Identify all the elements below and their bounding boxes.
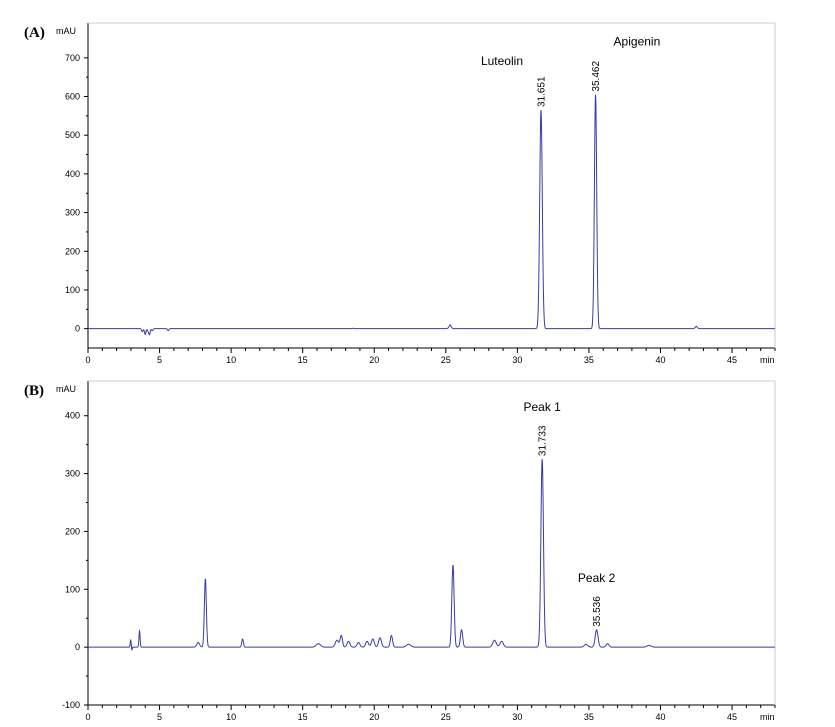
x-tick-label: 40 [655, 712, 665, 722]
x-tick-label: 20 [369, 355, 379, 365]
y-axis-unit: mAU [56, 384, 76, 394]
y-tick-label: 500 [65, 130, 80, 140]
x-tick-label: 35 [584, 712, 594, 722]
x-tick-label: 45 [727, 712, 737, 722]
y-tick-label: 300 [65, 469, 80, 479]
x-tick-label: 35 [584, 355, 594, 365]
peak-name-label: Luteolin [481, 54, 523, 68]
chromatogram-trace [88, 459, 775, 651]
x-tick-label: 40 [655, 355, 665, 365]
y-tick-label: 100 [65, 584, 80, 594]
peak-name-label: Peak 2 [578, 571, 616, 585]
y-tick-label: 400 [65, 411, 80, 421]
chromatogram-trace [88, 94, 775, 336]
x-axis-unit: min [760, 712, 775, 722]
y-tick-label: 300 [65, 208, 80, 218]
x-tick-label: 30 [512, 355, 522, 365]
chart-panel-b: (B) mAU min -100 0 100 200 300 400 0 5 10 15 20 25 30 35… [24, 380, 776, 722]
retention-time-label: 31.651 [537, 76, 548, 107]
x-tick-label: 15 [298, 712, 308, 722]
chart-panel-a: (A) mAU min 0 100 200 300 400 500 600 700 0 5 10 15 20 2… [24, 22, 776, 365]
panel-label: (B) [24, 383, 44, 399]
y-tick-label: 0 [75, 642, 80, 652]
peak-name-label: Peak 1 [523, 400, 561, 414]
x-tick-label: 25 [441, 355, 451, 365]
x-tick-label: 0 [85, 712, 90, 722]
x-tick-label: 5 [157, 355, 162, 365]
retention-time-label: 31.733 [538, 425, 549, 456]
y-axis-unit: mAU [56, 26, 76, 36]
x-tick-label: 10 [226, 712, 236, 722]
x-tick-label: 20 [369, 712, 379, 722]
x-tick-label: 45 [727, 355, 737, 365]
y-tick-label: 0 [75, 324, 80, 334]
x-tick-label: 30 [512, 712, 522, 722]
retention-time-label: 35.536 [592, 596, 603, 627]
y-tick-label: 200 [65, 526, 80, 536]
y-tick-label: 700 [65, 53, 80, 63]
y-tick-label: -100 [62, 700, 80, 710]
x-tick-label: 25 [441, 712, 451, 722]
y-tick-label: 400 [65, 169, 80, 179]
x-tick-label: 10 [226, 355, 236, 365]
x-axis-unit: min [760, 355, 775, 365]
retention-time-label: 35.462 [591, 61, 602, 92]
y-tick-label: 200 [65, 246, 80, 256]
peak-name-label: Apigenin [614, 35, 661, 49]
x-tick-label: 15 [298, 355, 308, 365]
y-tick-label: 600 [65, 92, 80, 102]
panel-label: (A) [24, 25, 45, 41]
y-tick-label: 100 [65, 285, 80, 295]
x-tick-label: 5 [157, 712, 162, 722]
x-tick-label: 0 [85, 355, 90, 365]
